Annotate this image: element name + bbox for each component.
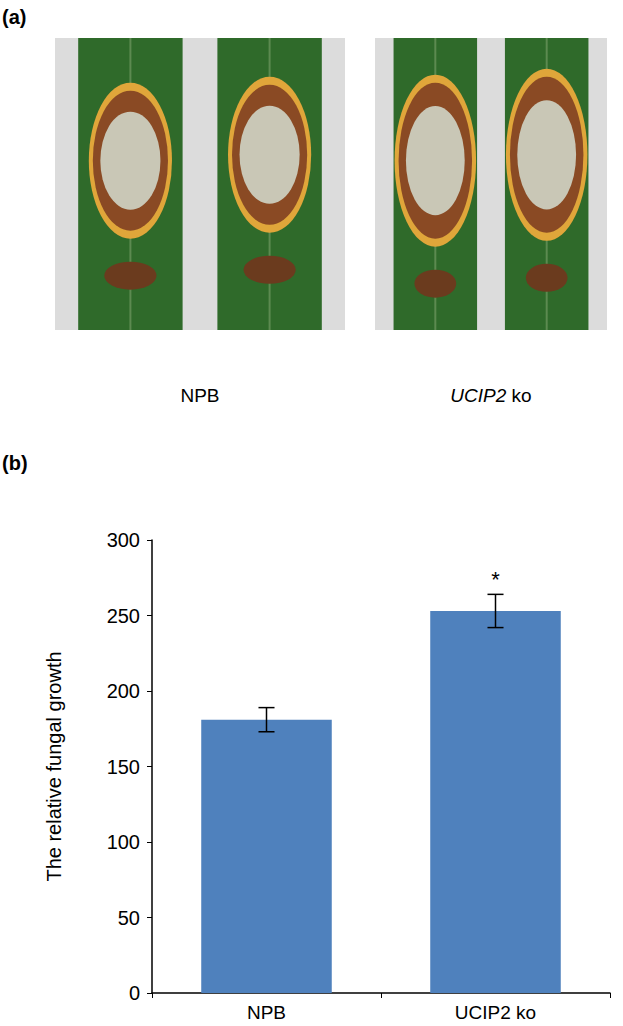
svg-text:200: 200: [107, 680, 140, 702]
svg-text:NPB: NPB: [247, 1002, 286, 1023]
html-text:(b): (b): [2, 452, 28, 474]
svg-text:300: 300: [107, 529, 140, 551]
svg-text:The relative fungal growth: The relative fungal growth: [43, 651, 65, 881]
svg-text:0: 0: [129, 982, 140, 1004]
svg-text:*: *: [491, 567, 500, 592]
svg-text:100: 100: [107, 831, 140, 853]
svg-text:UCIP2 ko: UCIP2 ko: [455, 1002, 536, 1023]
svg-text:50: 50: [118, 907, 140, 929]
svg-text:(a): (a): [2, 6, 26, 28]
svg-text:NPB: NPB: [180, 385, 219, 406]
svg-text:150: 150: [107, 756, 140, 778]
svg-text:UCIP2 ko: UCIP2 ko: [450, 385, 531, 406]
svg-text:250: 250: [107, 605, 140, 627]
